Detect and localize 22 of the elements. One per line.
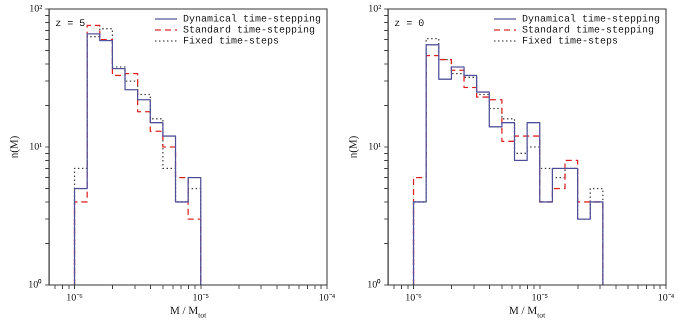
x-tick-label: 10⁻⁵ (192, 292, 210, 304)
legend-label: Standard time-stepping (522, 24, 654, 37)
x-tick-label: 10⁻⁶ (405, 292, 422, 304)
x-tick-label: 10⁻⁶ (66, 292, 84, 304)
y-axis-title: n(M) (8, 135, 20, 158)
annotation: z = 5 (55, 19, 86, 30)
y-tick-label: 10¹ (368, 142, 382, 153)
x-tick-label: 10⁻⁴ (658, 292, 675, 304)
legend-label: Fixed time-steps (182, 36, 279, 48)
annotation: z = 0 (394, 19, 424, 30)
legend-label: Fixed time-steps (522, 36, 618, 48)
legend-label: Standard time-stepping (182, 24, 316, 37)
y-tick-label: 10⁰ (28, 278, 42, 291)
y-tick-label: 10² (29, 4, 42, 15)
x-tick-label: 10⁻⁵ (532, 292, 548, 304)
y-tick-label: 10⁰ (367, 278, 382, 291)
legend-label: Dynamical time-stepping (182, 14, 322, 26)
y-axis-title: n(M) (347, 135, 360, 158)
y-tick-label: 10¹ (29, 142, 42, 153)
legend-label: Dynamical time-stepping (522, 14, 660, 26)
y-tick-label: 10² (368, 4, 382, 15)
x-tick-label: 10⁻⁴ (318, 292, 336, 304)
